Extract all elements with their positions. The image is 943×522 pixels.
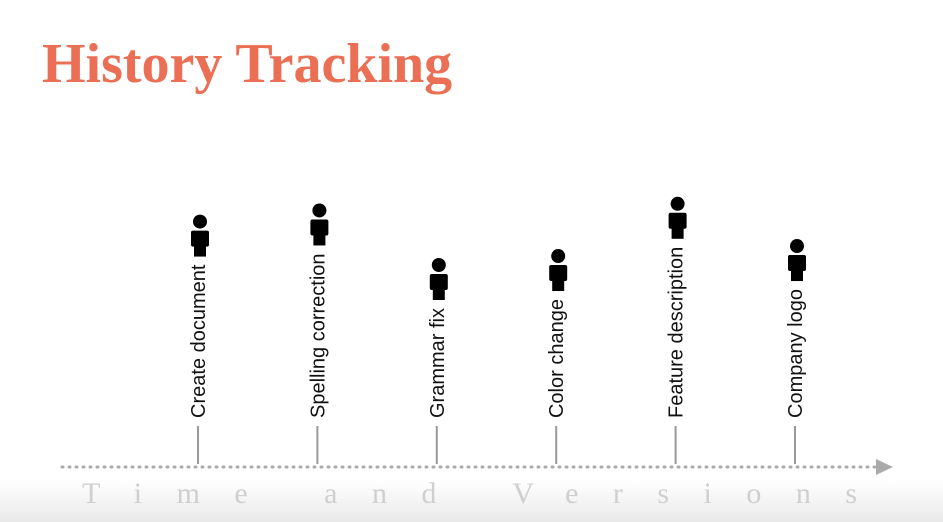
event-label: Spelling correction <box>307 253 329 418</box>
person-legs <box>791 269 803 282</box>
timeline-arrow <box>876 459 893 475</box>
person-body <box>788 255 806 272</box>
person-legs <box>313 233 326 246</box>
person-legs <box>432 288 445 300</box>
event-label: Create document <box>188 264 210 418</box>
bottom-shade <box>0 480 943 522</box>
person-icon <box>788 239 806 282</box>
person-icon <box>668 196 687 239</box>
event-label: Grammar fix <box>427 308 449 418</box>
event: Create document <box>188 214 210 464</box>
event: Spelling correction <box>307 203 329 464</box>
person-body <box>429 274 448 290</box>
event-label: Feature description <box>666 247 688 418</box>
person-body <box>668 212 687 229</box>
person-body <box>191 230 209 247</box>
person-icon <box>310 203 329 246</box>
person-head <box>431 258 446 272</box>
event-label: Color change <box>546 299 568 418</box>
person-head <box>193 214 207 229</box>
slide-title: History Tracking <box>42 33 452 95</box>
person-icon <box>549 249 568 292</box>
person-head <box>670 196 685 211</box>
person-icon <box>191 214 209 257</box>
person-legs <box>671 226 684 239</box>
events: Create document Spelling correction Gramma… <box>188 196 807 464</box>
event: Feature description <box>666 196 688 464</box>
person-body <box>549 265 568 282</box>
person-head <box>551 249 566 264</box>
event-label: Company logo <box>785 289 807 418</box>
person-head <box>790 239 804 254</box>
event: Color change <box>546 249 568 464</box>
person-legs <box>194 244 206 257</box>
person-icon <box>429 258 448 300</box>
person-head <box>312 203 327 218</box>
person-legs <box>552 279 565 292</box>
event: Grammar fix <box>427 258 449 464</box>
person-body <box>310 219 329 236</box>
event: Company logo <box>785 239 807 464</box>
